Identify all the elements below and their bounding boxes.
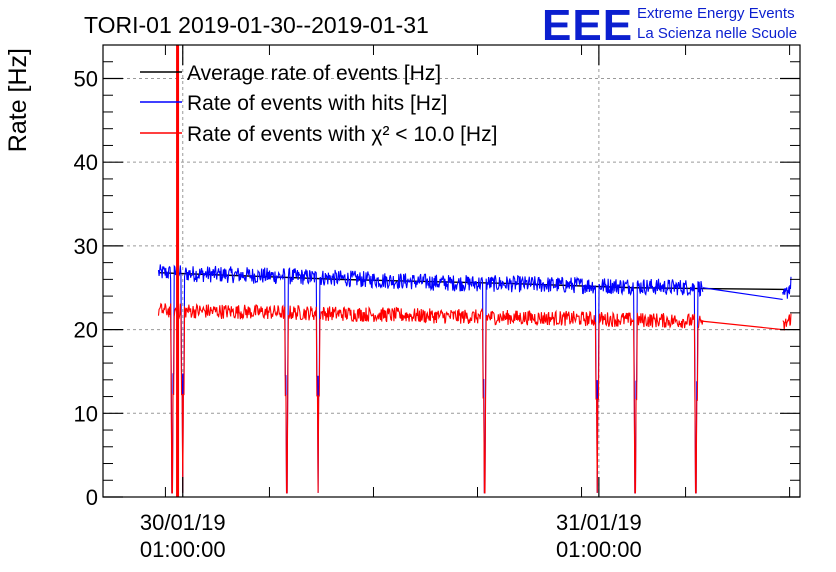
y-axis-title: Rate [Hz]: [4, 48, 32, 152]
eee-logo-line2: La Scienza nelle Scuole: [637, 25, 797, 42]
chart-title: TORI-01 2019-01-30--2019-01-31: [84, 12, 429, 38]
y-tick-label-30: 30: [74, 234, 98, 259]
series-tail-chi2: [782, 313, 792, 331]
series-layer: [157, 45, 792, 497]
grid-lines: [103, 45, 800, 497]
series-gap-chi2: [702, 320, 783, 331]
series-line-hits: [157, 264, 704, 494]
series-gap-hits: [702, 287, 783, 301]
y-tick-label-10: 10: [74, 401, 98, 426]
x-tick-label-time-0: 01:00:00: [140, 537, 226, 562]
eee-logo: EEE Extreme Energy Events La Scienza nel…: [542, 1, 797, 50]
eee-logo-letters: EEE: [542, 1, 633, 50]
y-tick-label-50: 50: [74, 66, 98, 91]
legend: Average rate of events [Hz] Rate of even…: [140, 62, 497, 146]
x-tick-label-time-1: 01:00:00: [556, 537, 642, 562]
eee-logo-line1: Extreme Energy Events: [637, 5, 795, 22]
y-tick-label-20: 20: [74, 318, 98, 343]
y-tick-label-0: 0: [86, 485, 98, 510]
axis-ticks: [103, 45, 800, 498]
x-tick-label-date-1: 31/01/19: [556, 510, 642, 535]
y-tick-label-40: 40: [74, 150, 98, 175]
series-line-chi2: [157, 302, 704, 494]
series-tail-hits: [782, 276, 792, 299]
y-tick-labels: 0 10 20 30 40 50: [74, 66, 98, 510]
legend-label-hits: Rate of events with hits [Hz]: [187, 92, 447, 115]
legend-label-chi2: Rate of events with χ² < 10.0 [Hz]: [187, 123, 497, 146]
plot-frame: [102, 44, 801, 498]
x-tick-label-date-0: 30/01/19: [140, 510, 226, 535]
legend-label-average: Average rate of events [Hz]: [187, 62, 441, 85]
